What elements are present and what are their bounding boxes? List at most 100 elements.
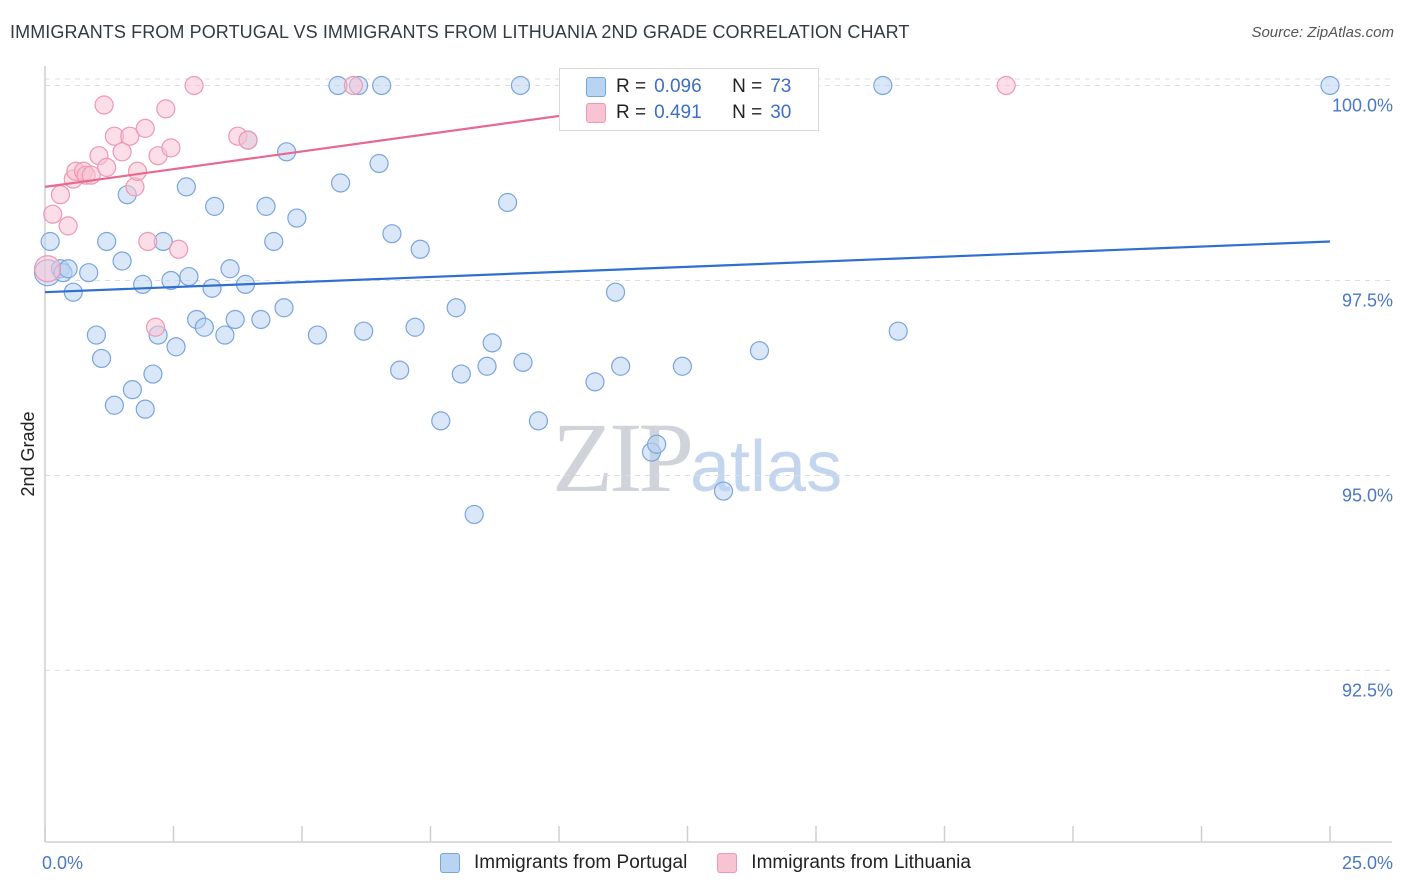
point-portugal-61	[611, 356, 631, 376]
y-tick-label-3: 92.5%	[1342, 680, 1393, 700]
point-portugal-10	[104, 395, 124, 415]
point-portugal-20	[166, 337, 186, 357]
legend-label-lithuania: Immigrants from Lithuania	[751, 852, 971, 873]
point-portugal-11	[112, 251, 132, 271]
point-portugal-24	[194, 317, 214, 337]
legend-n-value-portugal: 73	[770, 76, 792, 97]
point-portugal-27	[215, 325, 235, 345]
point-portugal-52	[464, 504, 484, 525]
point-portugal-60	[605, 282, 626, 302]
point-portugal-44	[372, 75, 392, 96]
point-lithuania-21	[156, 99, 176, 119]
point-portugal-4	[58, 259, 78, 279]
point-portugal-16	[143, 364, 163, 384]
point-lithuania-29	[996, 75, 1016, 96]
point-portugal-64	[672, 356, 692, 376]
data-points	[33, 75, 1340, 525]
legend-label-portugal: Immigrants from Portugal	[474, 852, 688, 873]
point-portugal-66	[749, 341, 770, 361]
axis-labels: 100.0% 97.5% 95.0% 92.5% 0.0% 25.0% 2nd Grade	[18, 95, 1393, 873]
point-portugal-33	[256, 196, 276, 216]
point-portugal-70	[1320, 75, 1340, 96]
point-portugal-9	[97, 231, 117, 252]
point-lithuania-1	[43, 204, 63, 224]
axes	[44, 66, 1392, 843]
point-portugal-6	[79, 263, 99, 283]
legend-r-value-portugal: 0.096	[654, 76, 702, 97]
point-lithuania-16	[127, 161, 148, 181]
point-portugal-1	[40, 231, 60, 252]
legend-item-portugal[interactable]: Immigrants from Portugal	[440, 852, 687, 874]
legend-r-label: R =	[616, 76, 647, 97]
point-portugal-45	[382, 224, 402, 244]
point-portugal-59	[585, 372, 605, 392]
point-lithuania-2	[50, 185, 71, 205]
point-portugal-46	[390, 360, 410, 380]
point-lithuania-22	[161, 138, 181, 158]
point-portugal-55	[498, 192, 518, 213]
point-portugal-7	[86, 325, 107, 345]
point-lithuania-13	[112, 142, 132, 162]
point-portugal-26	[205, 196, 225, 216]
point-lithuania-24	[184, 75, 204, 96]
point-portugal-50	[446, 298, 466, 318]
legend-swatch-lithuania	[717, 853, 738, 873]
point-portugal-47	[405, 317, 425, 337]
point-portugal-13	[122, 380, 142, 400]
point-lithuania-15	[125, 177, 145, 197]
watermark: ZIPatlas	[552, 400, 842, 515]
trend-line-portugal	[44, 240, 1331, 294]
point-portugal-65	[713, 481, 734, 501]
legend-n-value-lithuania: 30	[770, 102, 792, 123]
point-portugal-38	[307, 325, 328, 345]
y-tick-label-1: 97.5%	[1342, 290, 1393, 310]
point-portugal-28	[220, 259, 240, 279]
point-lithuania-3	[58, 216, 78, 236]
point-portugal-63	[647, 434, 667, 454]
point-lithuania-19	[145, 317, 166, 337]
legend-row-lithuania: R = 0.491 N = 30	[586, 101, 791, 125]
stats-legend: R = 0.096 N = 73 R = 0.491 N = 30	[559, 68, 819, 131]
point-portugal-48	[410, 239, 430, 259]
point-portugal-58	[528, 411, 549, 431]
series-legend: Immigrants from Portugal Immigrants from…	[440, 852, 1001, 874]
point-portugal-14	[133, 274, 153, 294]
point-lithuania-10	[94, 95, 114, 115]
chart-title: IMMIGRANTS FROM PORTUGAL VS IMMIGRANTS F…	[10, 22, 910, 42]
point-lithuania-18	[138, 231, 158, 252]
point-portugal-57	[513, 352, 533, 372]
legend-swatch-portugal	[586, 77, 606, 97]
point-lithuania-12	[97, 157, 117, 177]
point-lithuania-26	[238, 130, 258, 150]
point-portugal-25	[202, 278, 222, 298]
point-portugal-53	[477, 356, 497, 376]
source-label[interactable]: Source: ZipAtlas.com	[1251, 24, 1394, 41]
point-portugal-43	[369, 153, 389, 174]
point-portugal-40	[330, 173, 351, 193]
point-portugal-35	[274, 298, 294, 318]
legend-n-label: N =	[732, 102, 763, 123]
point-portugal-49	[431, 411, 451, 431]
point-portugal-8	[91, 348, 112, 369]
point-portugal-15	[135, 399, 155, 419]
legend-swatch-lithuania	[586, 103, 606, 123]
point-lithuania-0	[33, 255, 62, 283]
point-portugal-19	[161, 270, 181, 291]
point-portugal-42	[354, 321, 374, 341]
legend-item-lithuania[interactable]: Immigrants from Lithuania	[717, 852, 971, 874]
point-lithuania-14	[120, 126, 140, 146]
point-portugal-56	[510, 75, 531, 96]
x-tick-label-0: 0.0%	[42, 853, 83, 873]
point-lithuania-27	[343, 75, 363, 96]
point-portugal-54	[482, 333, 502, 353]
point-portugal-69	[888, 321, 908, 341]
point-portugal-51	[451, 364, 471, 384]
y-axis-title: 2nd Grade	[18, 411, 38, 496]
watermark-zip: ZIP	[552, 402, 694, 513]
x-tick-label-1: 25.0%	[1342, 853, 1393, 873]
point-portugal-29	[225, 309, 245, 330]
y-tick-label-2: 95.0%	[1342, 485, 1393, 505]
legend-r-value-lithuania: 0.491	[654, 102, 702, 123]
point-lithuania-23	[169, 239, 189, 259]
